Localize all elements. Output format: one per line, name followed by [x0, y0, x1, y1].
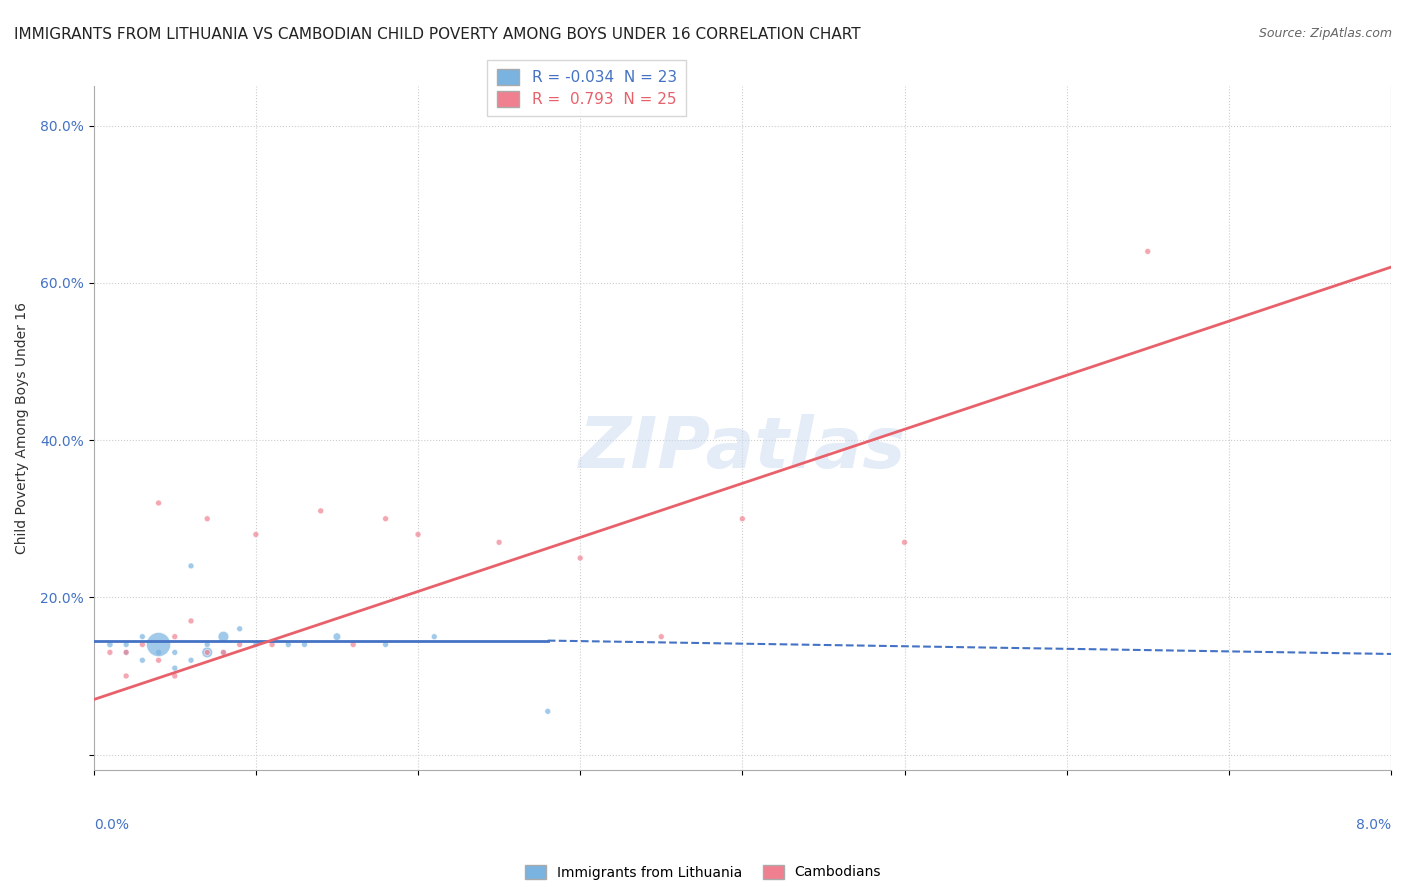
Point	[131, 630, 153, 644]
Point	[294, 638, 316, 652]
Point	[98, 645, 121, 659]
Point	[342, 638, 364, 652]
Point	[245, 527, 267, 541]
Point	[180, 558, 202, 573]
Point	[245, 638, 267, 652]
Point	[326, 630, 349, 644]
Point	[115, 669, 138, 683]
Point	[180, 653, 202, 667]
Y-axis label: Child Poverty Among Boys Under 16: Child Poverty Among Boys Under 16	[15, 302, 30, 554]
Point	[195, 512, 218, 526]
Point	[212, 630, 235, 644]
Point	[195, 645, 218, 659]
Point	[1136, 244, 1159, 259]
Legend: R = -0.034  N = 23, R =  0.793  N = 25: R = -0.034 N = 23, R = 0.793 N = 25	[488, 60, 686, 116]
Point	[163, 645, 186, 659]
Point	[163, 661, 186, 675]
Point	[131, 638, 153, 652]
Point	[148, 638, 170, 652]
Point	[148, 645, 170, 659]
Point	[148, 653, 170, 667]
Point	[569, 551, 592, 566]
Text: 0.0%: 0.0%	[94, 818, 129, 832]
Point	[374, 638, 396, 652]
Point	[406, 527, 429, 541]
Point	[163, 630, 186, 644]
Point	[228, 638, 250, 652]
Text: IMMIGRANTS FROM LITHUANIA VS CAMBODIAN CHILD POVERTY AMONG BOYS UNDER 16 CORRELA: IMMIGRANTS FROM LITHUANIA VS CAMBODIAN C…	[14, 27, 860, 42]
Point	[115, 645, 138, 659]
Legend: Immigrants from Lithuania, Cambodians: Immigrants from Lithuania, Cambodians	[519, 859, 887, 885]
Point	[212, 645, 235, 659]
Point	[537, 704, 560, 718]
Point	[277, 638, 299, 652]
Point	[309, 504, 332, 518]
Point	[374, 512, 396, 526]
Point	[163, 669, 186, 683]
Point	[98, 638, 121, 652]
Point	[488, 535, 510, 549]
Point	[195, 645, 218, 659]
Text: 8.0%: 8.0%	[1355, 818, 1391, 832]
Point	[115, 645, 138, 659]
Point	[212, 645, 235, 659]
Point	[423, 630, 446, 644]
Point	[650, 630, 672, 644]
Point	[228, 622, 250, 636]
Point	[731, 512, 754, 526]
Point	[115, 638, 138, 652]
Text: ZIPatlas: ZIPatlas	[579, 414, 905, 483]
Text: Source: ZipAtlas.com: Source: ZipAtlas.com	[1258, 27, 1392, 40]
Point	[148, 496, 170, 510]
Point	[893, 535, 915, 549]
Point	[131, 653, 153, 667]
Point	[262, 638, 284, 652]
Point	[180, 614, 202, 628]
Point	[195, 638, 218, 652]
